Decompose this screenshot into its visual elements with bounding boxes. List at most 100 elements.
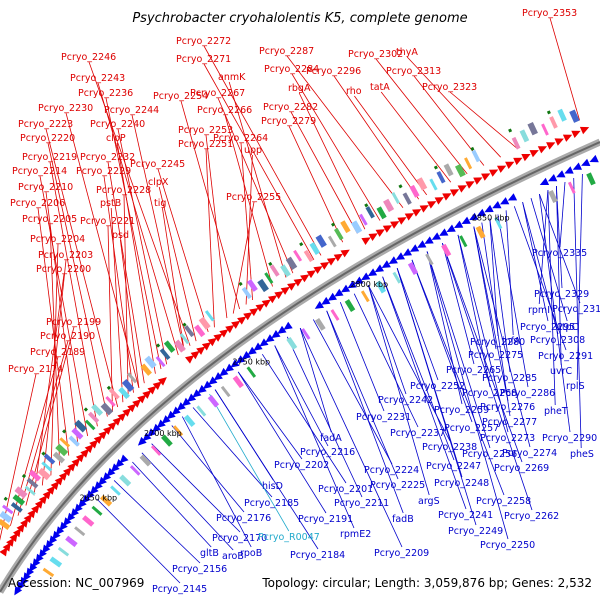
gene-arrow xyxy=(548,174,558,182)
feature-block xyxy=(549,116,558,129)
gene-label: Pcryo_2290 xyxy=(542,433,597,444)
leader-line xyxy=(224,114,273,287)
gene-arrow xyxy=(84,444,94,454)
gene-arrow xyxy=(110,463,120,473)
gene-arrow xyxy=(48,535,58,545)
feature-block xyxy=(314,318,326,331)
leader-line xyxy=(326,310,404,514)
gene-arrow xyxy=(156,419,166,428)
backbone-ring xyxy=(0,138,600,594)
feature-block xyxy=(569,109,580,123)
gene-arrow xyxy=(581,158,591,166)
leader-line xyxy=(205,134,228,319)
gene-arrow xyxy=(142,390,152,399)
gene-arrow xyxy=(454,220,464,228)
feature-block xyxy=(150,445,162,456)
leader-line xyxy=(406,56,501,158)
leader-line xyxy=(45,191,79,446)
gene-label: Pcryo_2312 xyxy=(552,304,600,315)
gene-arrow xyxy=(192,389,202,398)
gene-arrow xyxy=(320,262,330,270)
gene-arrow xyxy=(424,236,434,244)
gene-arrow xyxy=(102,472,112,482)
gene-label: Pcryo_2145 xyxy=(152,584,207,595)
gene-arrow xyxy=(31,504,40,514)
gene-label: Pcryo_2250 xyxy=(480,540,535,551)
gene-arrow xyxy=(465,181,475,189)
gene-arrow xyxy=(161,415,171,424)
gene-label: psd xyxy=(112,230,129,241)
feature-block xyxy=(87,411,100,424)
gene-label: Pcryo_2242 xyxy=(378,395,433,406)
gene-label: Pcryo_2244 xyxy=(104,105,159,116)
feature-block xyxy=(159,348,171,361)
feature-block xyxy=(360,290,370,303)
kbp-ticks: 2650 kbp 2700 kbp 2750 kbp 2800 kbp 2850 kbp xyxy=(79,213,509,502)
gene-arrow xyxy=(237,316,247,325)
gene-arrow xyxy=(103,426,112,435)
gene-label: Pcryo_2255 xyxy=(226,192,281,203)
leader-line xyxy=(39,175,88,437)
feature-block xyxy=(541,123,549,136)
feature-block xyxy=(161,434,173,447)
feature-block xyxy=(196,405,207,417)
feature-block xyxy=(37,467,51,481)
feature-tick xyxy=(364,203,369,208)
gene-arrow xyxy=(122,408,132,417)
leader-line xyxy=(411,259,505,496)
gene-arrow xyxy=(321,296,331,305)
gene-arrow xyxy=(473,177,483,185)
gene-label: Pcryo_2282 xyxy=(263,102,318,113)
leader-line xyxy=(339,302,385,412)
gene-arrow xyxy=(142,432,152,442)
leader-line xyxy=(103,175,134,393)
gene-arrow xyxy=(137,436,147,446)
gene-label: Pcryo_2272 xyxy=(176,36,231,47)
feature-block xyxy=(10,502,23,513)
leader-line xyxy=(473,226,531,448)
gene-arrow xyxy=(277,325,287,334)
gene-arrow xyxy=(287,282,297,291)
gene-label: rbgA xyxy=(288,83,311,94)
feature-block xyxy=(264,272,274,284)
gene-label: Pcryo_2190 xyxy=(40,331,95,342)
gene-arrow xyxy=(354,276,364,285)
feature-block xyxy=(198,316,211,330)
gene-arrow xyxy=(63,467,72,477)
gene-label: Pcryo_2248 xyxy=(434,478,489,489)
feature-tick xyxy=(83,407,89,412)
gene-label: upp xyxy=(244,145,262,156)
gene-arrow xyxy=(190,350,200,360)
accession-text: Accession: NC_007969 xyxy=(8,576,144,590)
gene-label: clpP xyxy=(106,133,126,144)
leader-line xyxy=(442,243,523,463)
gene-label: tig xyxy=(154,198,166,209)
gene-arrow xyxy=(71,458,81,467)
feature-block xyxy=(2,504,14,515)
gene-label: Pcryo_2285 xyxy=(482,373,537,384)
leader-line xyxy=(426,251,509,540)
gene-arrow xyxy=(513,157,523,166)
gene-arrow xyxy=(476,208,486,217)
leader-line xyxy=(449,91,519,150)
feature-block xyxy=(303,249,314,263)
gene-arrow xyxy=(431,232,441,240)
gene-arrow xyxy=(556,170,566,178)
gene-arrow xyxy=(314,301,324,309)
gene-arrow xyxy=(461,216,471,224)
gene-label: clpX xyxy=(148,177,169,188)
gene-arrow xyxy=(497,165,507,173)
feature-block xyxy=(464,157,473,170)
gene-arrow xyxy=(572,162,582,170)
gene-arrow xyxy=(236,355,246,364)
leader-line xyxy=(505,210,514,336)
kbp-label: 2850 kbp xyxy=(472,213,510,222)
gene-arrow xyxy=(14,586,23,596)
gene-arrow xyxy=(147,385,157,395)
gene-label: Pcryo_2236 xyxy=(78,88,133,99)
kbp-label: 2750 kbp xyxy=(232,358,270,367)
feature-block xyxy=(365,206,375,219)
feature-block xyxy=(129,465,141,476)
kbp-label: 2800 kbp xyxy=(350,280,388,289)
feature-block xyxy=(179,332,190,345)
